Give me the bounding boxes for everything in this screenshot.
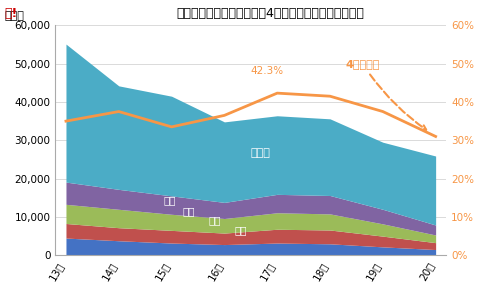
Text: 三菱: 三菱 [163, 196, 176, 205]
Text: （戸）: （戸） [5, 11, 24, 21]
Text: 4社シェア: 4社シェア [345, 60, 425, 130]
Title: 新築マンション発売戸数・4社シェアの推移（首都圏）: 新築マンション発売戸数・4社シェアの推移（首都圏） [176, 7, 363, 20]
Text: 住友: 住友 [234, 225, 247, 235]
Text: その他: その他 [250, 148, 270, 158]
Text: 野村: 野村 [208, 216, 221, 225]
Text: マ!: マ! [5, 7, 18, 20]
Text: 三井: 三井 [182, 206, 194, 216]
Text: 42.3%: 42.3% [250, 66, 283, 76]
